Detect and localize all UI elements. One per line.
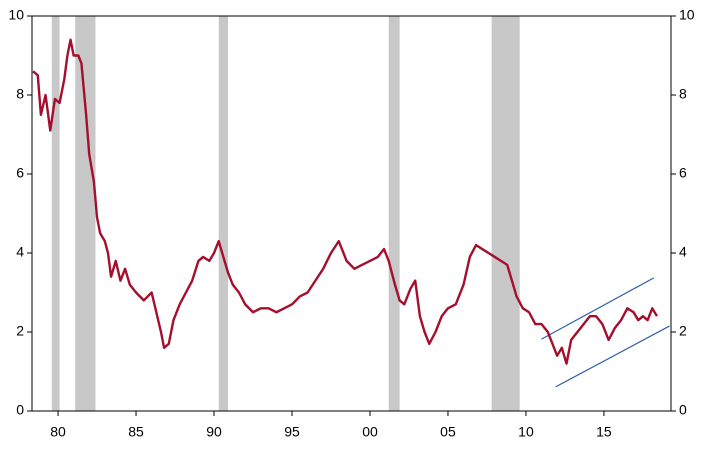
recession-band (491, 16, 520, 411)
recession-band (388, 16, 400, 411)
x-tick-label: 10 (518, 424, 534, 440)
y-tick-label: 6 (16, 165, 24, 181)
trend-line (541, 277, 655, 340)
x-tick-label: 80 (50, 424, 66, 440)
plot-frame (31, 15, 672, 412)
y2-tick-label: 6 (679, 165, 687, 181)
recession-band (51, 16, 60, 411)
y2-tick-label: 2 (679, 323, 687, 339)
trend-line (555, 325, 670, 388)
x-tick-label: 15 (596, 424, 612, 440)
y-tick-label: 8 (16, 86, 24, 102)
y2-tick-label: 0 (679, 402, 687, 418)
y2-tick-label: 10 (679, 7, 695, 23)
y-tick-label: 4 (16, 244, 24, 260)
x-tick-label: 85 (128, 424, 144, 440)
x-tick-label: 05 (440, 424, 456, 440)
data-line (32, 38, 658, 365)
y-tick-label: 2 (16, 323, 24, 339)
recession-band (218, 16, 229, 411)
y2-tick-label: 4 (679, 244, 687, 260)
x-tick-label: 00 (362, 424, 378, 440)
y2-tick-label: 8 (679, 86, 687, 102)
x-tick-label: 90 (206, 424, 222, 440)
y-tick-label: 10 (8, 7, 24, 23)
recession-band (75, 16, 96, 411)
x-tick-label: 95 (284, 424, 300, 440)
y-tick-label: 0 (16, 402, 24, 418)
